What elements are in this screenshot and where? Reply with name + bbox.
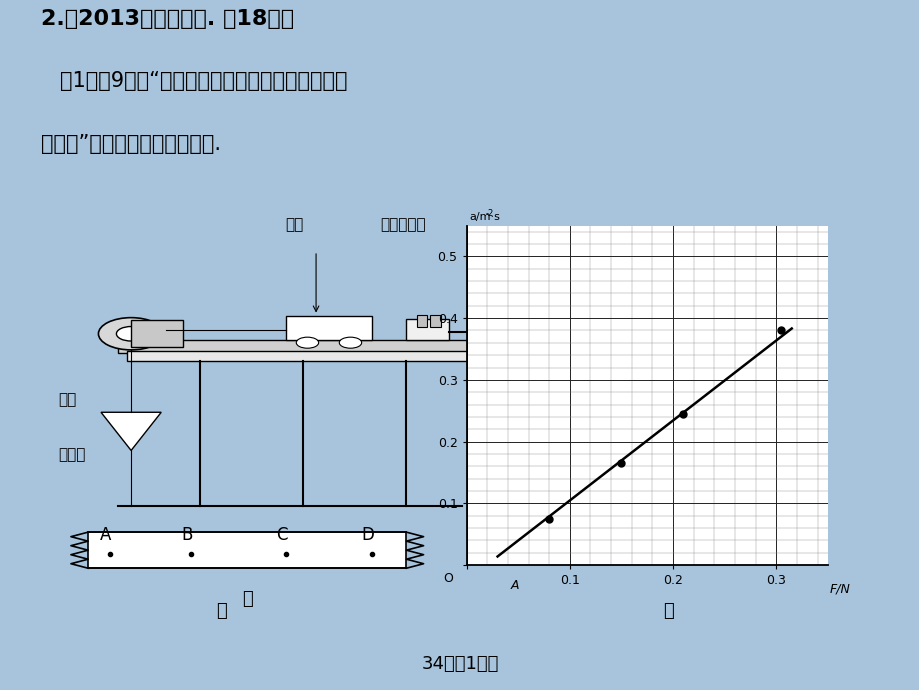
Text: A: A [510,579,519,591]
Text: 打点计时器: 打点计时器 [380,217,425,232]
Text: a/m·s: a/m·s [470,213,500,222]
Text: D: D [361,526,374,544]
Text: -2: -2 [484,209,493,218]
FancyBboxPatch shape [416,315,426,326]
Text: 砝码盘: 砝码盘 [58,447,85,462]
FancyBboxPatch shape [119,340,471,353]
Text: B: B [181,526,192,544]
Text: 34题（1）图: 34题（1）图 [421,655,498,673]
Polygon shape [101,413,161,451]
FancyBboxPatch shape [88,532,406,569]
FancyBboxPatch shape [286,315,371,340]
FancyBboxPatch shape [131,320,183,348]
Text: A: A [99,526,111,544]
Text: 丙: 丙 [663,602,674,620]
Circle shape [296,337,318,348]
Text: O: O [443,573,453,585]
Text: 2.（2013珠海一模）. （18分）: 2.（2013珠海一模）. （18分） [41,10,294,29]
Text: 乙: 乙 [216,602,227,620]
Text: （1）（9分）“探究加速度与物体质量、物体受力: （1）（9分）“探究加速度与物体质量、物体受力 [60,71,347,91]
FancyBboxPatch shape [430,315,440,326]
Text: C: C [276,526,287,544]
Circle shape [98,317,164,350]
Text: 甲: 甲 [242,590,253,608]
Text: 小车: 小车 [285,217,303,232]
Circle shape [117,326,146,341]
Text: 的关系”的实验装置如图甲所示.: 的关系”的实验装置如图甲所示. [41,134,221,154]
FancyBboxPatch shape [127,351,471,362]
Circle shape [339,337,361,348]
Text: F/N: F/N [829,582,850,595]
FancyBboxPatch shape [406,319,448,340]
Text: 砝码: 砝码 [58,392,76,407]
